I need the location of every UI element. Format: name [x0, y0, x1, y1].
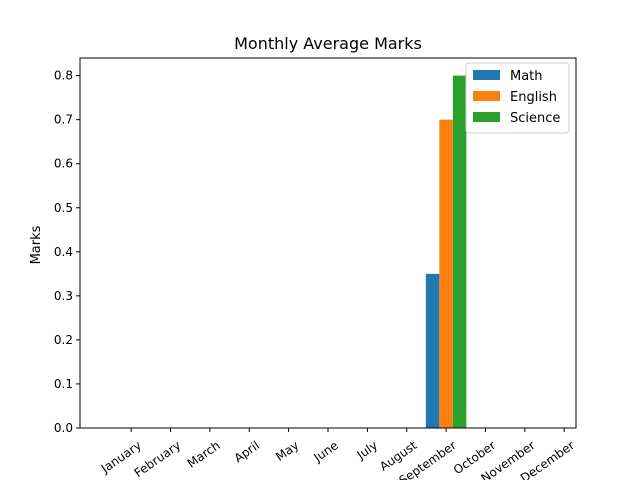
y-tick-label: 0.8 — [54, 69, 73, 83]
legend-swatch-science — [473, 112, 500, 122]
y-tick-label: 0.3 — [54, 289, 73, 303]
bar-english-september — [439, 119, 453, 429]
y-tick-label: 0.4 — [54, 245, 73, 259]
x-tick-label-june: June — [311, 438, 341, 465]
y-tick-label: 0.6 — [54, 157, 73, 171]
bar-math-september — [425, 273, 440, 428]
x-tick-label-april: April — [232, 438, 263, 465]
legend-swatch-math — [473, 70, 500, 80]
legend-label-science: Science — [510, 111, 560, 126]
legend-label-math: Math — [510, 69, 543, 84]
x-tick-label-may: May — [273, 438, 301, 464]
y-tick-label: 0.0 — [54, 421, 73, 435]
y-tick-label: 0.7 — [54, 113, 73, 127]
x-tick-label-july: July — [354, 438, 381, 462]
y-tick-label: 0.5 — [54, 201, 73, 215]
y-tick-label: 0.2 — [54, 333, 73, 347]
bars-layer — [425, 75, 467, 429]
bar-science-september — [452, 75, 467, 428]
legend-label-english: English — [510, 90, 557, 105]
x-tick-label-march: March — [185, 438, 223, 470]
y-tick-label: 0.1 — [54, 377, 73, 391]
legend: Math English Science — [465, 62, 570, 134]
chart-title: Monthly Average Marks — [234, 34, 422, 53]
y-axis-label: Marks — [29, 225, 44, 264]
legend-swatch-english — [473, 91, 500, 101]
